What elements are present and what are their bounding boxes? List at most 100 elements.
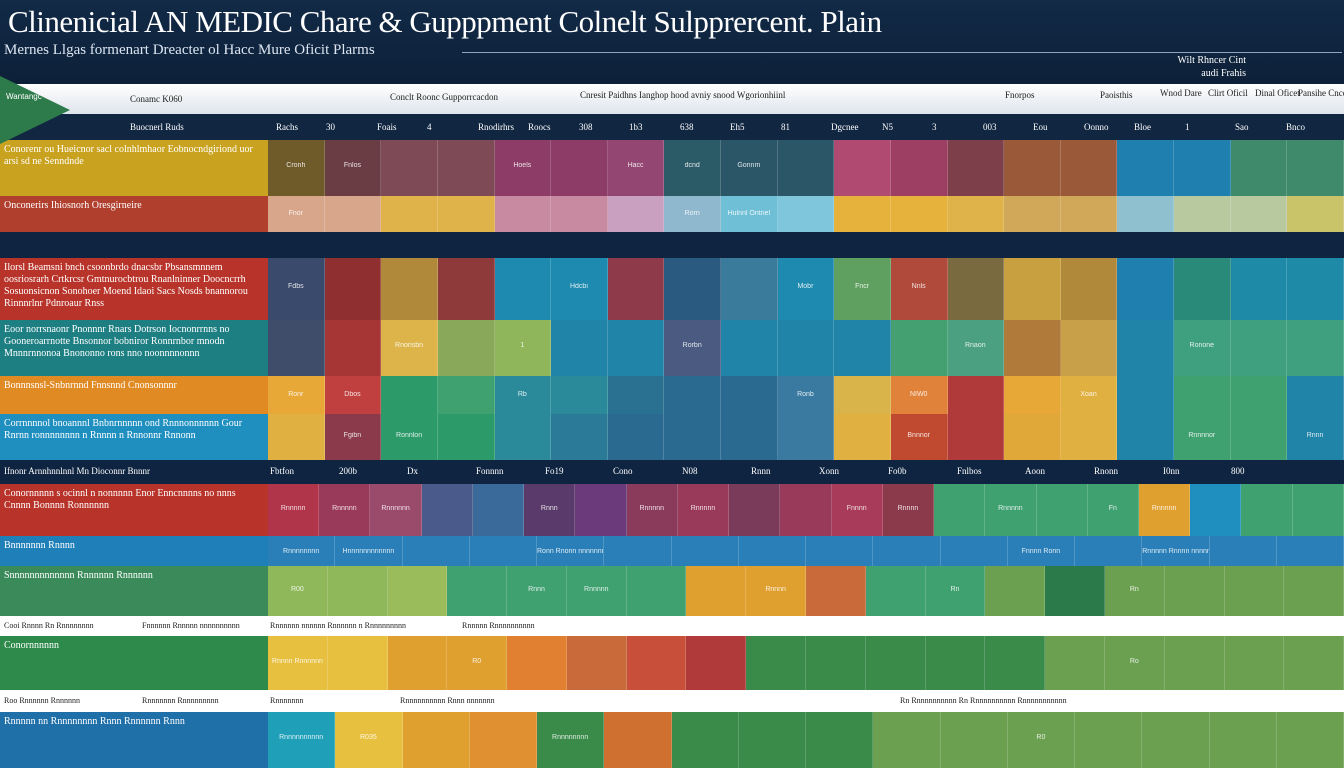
table-row: Conornnnnnn Rnnnn Rnnnnnn R0 Ro bbox=[0, 636, 1344, 690]
table-row: Ilorsl Beamsni bnch csoonbrdo dnacsbr Pb… bbox=[0, 258, 1344, 320]
table-cell bbox=[1174, 258, 1231, 320]
table-cell: Rnnnnn bbox=[677, 484, 730, 536]
table-cell bbox=[1075, 712, 1143, 768]
table-cell bbox=[947, 196, 1005, 232]
row-header-col: 3 bbox=[932, 122, 937, 132]
cell-text: R0 bbox=[472, 657, 482, 665]
column-header: Cnresit Paidhns Ianghop hood avniy snood… bbox=[580, 90, 786, 100]
cell-text: Rnnnnn bbox=[332, 504, 357, 512]
row-cells: Rnnnnnnnn Hnnnnnnnnnnnn Ronn Rnonn nnnnnnn… bbox=[268, 536, 1344, 566]
table-cell: Rnnnnn bbox=[1138, 484, 1191, 536]
table-cell bbox=[607, 376, 665, 414]
cell-text: Nnls bbox=[911, 282, 926, 290]
cell-text: Hnnnnnnnnnnnn bbox=[342, 548, 395, 555]
cell-text: Rnnnnnnnn bbox=[552, 734, 589, 742]
row-cells: Cronh Fnlos Hoels Hacc dcnd Gonnm bbox=[268, 140, 1344, 196]
cell-text: Fnor bbox=[288, 210, 304, 218]
table-cell bbox=[940, 712, 1008, 768]
table-cell bbox=[738, 536, 806, 566]
cell-text: Rnnnnnnnnnn bbox=[279, 734, 324, 742]
header-note-line-1: Wilt Rhncer Cint bbox=[1177, 55, 1246, 66]
row-cells: Fdbs Hdcbi Mobr Fncr Nnls bbox=[268, 258, 1344, 320]
table-cell: Rorbn bbox=[664, 320, 721, 376]
table-cell: Rnnn bbox=[507, 566, 567, 616]
divider-col: Fbtfon bbox=[270, 466, 295, 476]
table-cell bbox=[947, 140, 1005, 196]
divider-col: I0nn bbox=[1163, 466, 1180, 476]
cell-text: Fnnnn Ronn bbox=[1021, 548, 1061, 555]
table-cell bbox=[1209, 712, 1277, 768]
table-cell bbox=[551, 414, 608, 460]
divider-label: Rnnnnn Rnnnnnnnnnn bbox=[462, 621, 535, 630]
cell-text: Hoels bbox=[513, 162, 532, 170]
divider-col: N08 bbox=[682, 466, 698, 476]
table-cell bbox=[1230, 376, 1288, 414]
table-cell: Hdcbi bbox=[551, 258, 608, 320]
table-cell: R035 bbox=[335, 712, 403, 768]
table-cell bbox=[437, 196, 495, 232]
cell-text: Hulnnl Ontnel bbox=[727, 210, 771, 218]
table-row: Snnnnnnnnnnnnn Rnnnnnn Rnnnnnn R00 Rnnn Rnn… bbox=[0, 566, 1344, 616]
table-cell: NIW0 bbox=[890, 376, 948, 414]
table-cell bbox=[890, 140, 948, 196]
row-header-col: Eou bbox=[1033, 122, 1048, 132]
table-cell bbox=[834, 140, 891, 196]
table-cell bbox=[746, 636, 807, 690]
table-cell bbox=[1004, 258, 1061, 320]
row-header-col: Foais bbox=[377, 122, 397, 132]
cell-text: Rn bbox=[1129, 586, 1139, 593]
table-cell bbox=[381, 376, 438, 414]
cell-text: Fncr bbox=[855, 282, 870, 290]
cell-text: Ronn Rnonn nnnnnnnnnn bbox=[537, 548, 603, 555]
cell-text: Bnnnor bbox=[907, 432, 930, 440]
table-cell bbox=[437, 140, 495, 196]
table-cell bbox=[324, 258, 382, 320]
table-cell bbox=[604, 712, 672, 768]
row-header-col: Rachs bbox=[276, 122, 298, 132]
cell-text: Rnnn bbox=[540, 504, 558, 512]
cell-text: Rnnnnnn bbox=[381, 504, 410, 512]
row-header-col: 003 bbox=[983, 122, 997, 132]
table-cell bbox=[494, 414, 552, 460]
table-cell: Fnnnn bbox=[831, 484, 883, 536]
table-cell bbox=[1060, 258, 1118, 320]
table-cell bbox=[551, 320, 608, 376]
table-cell bbox=[664, 258, 721, 320]
header-note: Wilt Rhncer Cint audi Frahis bbox=[1178, 54, 1246, 80]
divider-col: Rnonn bbox=[1094, 466, 1119, 476]
cell-text: Fgibn bbox=[343, 432, 362, 440]
header-note-line-2: audi Frahis bbox=[1201, 68, 1246, 79]
table-cell bbox=[1045, 566, 1105, 616]
cell-text: Fn bbox=[1108, 504, 1117, 512]
table-cell bbox=[268, 414, 325, 460]
column-header: Wnod Dare bbox=[1160, 88, 1202, 98]
table-cell bbox=[1045, 636, 1105, 690]
table-cell: Ronone bbox=[1174, 320, 1231, 376]
table-cell: Rnnnnn bbox=[566, 566, 627, 616]
table-cell bbox=[1004, 376, 1061, 414]
table-cell bbox=[607, 258, 665, 320]
table-cell bbox=[469, 536, 537, 566]
row-header-col: Roocs bbox=[528, 122, 551, 132]
table-row: Conornnnnn s ocinnl n nonnnnn Enor Enncn… bbox=[0, 484, 1344, 536]
cell-text: Rnnnnn bbox=[998, 504, 1023, 512]
divider-label: Rnnnnnnn bbox=[270, 696, 304, 705]
divider-col: 800 bbox=[1231, 466, 1245, 476]
table-cell bbox=[890, 196, 948, 232]
row-header-label: Buocnerl Ruds bbox=[130, 122, 184, 132]
cell-text: R00 bbox=[290, 586, 304, 593]
table-cell: Fn bbox=[1087, 484, 1139, 536]
table-cell bbox=[738, 712, 806, 768]
cell-text: R035 bbox=[360, 734, 377, 742]
cell-text: Rnonsbn bbox=[395, 342, 424, 350]
column-header: Conamc K060 bbox=[130, 94, 183, 104]
table-cell: Rnnnnn Rnnnn nnnnnnn bbox=[1142, 536, 1210, 566]
row-header-col: 30 bbox=[326, 122, 335, 132]
row-label: Bonnnsnsl-Snbnrnnd Fnnsnnd Cnonsonnnr bbox=[0, 376, 268, 414]
table-cell bbox=[626, 566, 687, 616]
divider-label: Rnnnnnnnnnn Rnnn nnnnnnn bbox=[400, 696, 495, 705]
table-cell bbox=[934, 484, 986, 536]
page-subtitle: Mernes Llgas formenart Dreacter ol Hacc … bbox=[4, 42, 375, 58]
row-label: Snnnnnnnnnnnnn Rnnnnnn Rnnnnnn bbox=[0, 566, 268, 616]
divider-col: Fo19 bbox=[545, 466, 564, 476]
